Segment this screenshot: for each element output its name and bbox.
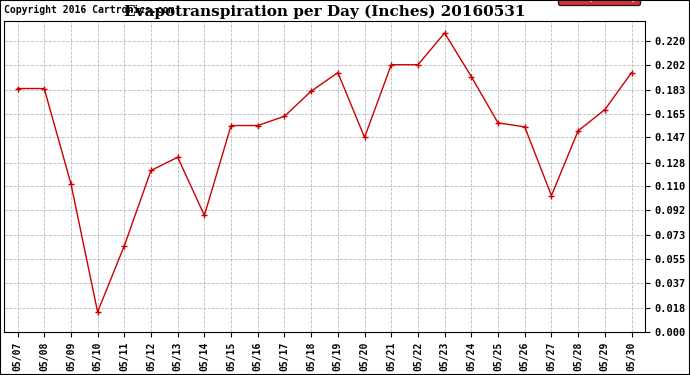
Title: Evapotranspiration per Day (Inches) 20160531: Evapotranspiration per Day (Inches) 2016… bbox=[124, 4, 525, 18]
Text: Copyright 2016 Cartronics.com: Copyright 2016 Cartronics.com bbox=[4, 5, 175, 15]
Legend: ET  (Inches): ET (Inches) bbox=[558, 0, 640, 5]
